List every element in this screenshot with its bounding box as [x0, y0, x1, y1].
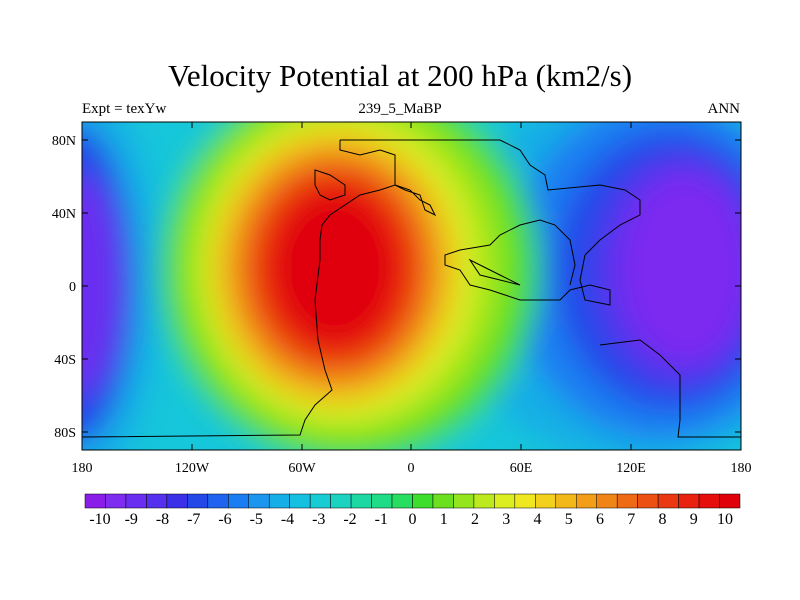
- x-tick-label: 0: [408, 461, 415, 476]
- y-tick-label: 0: [69, 280, 76, 295]
- colorbar-label: 2: [471, 511, 479, 528]
- experiment-label: Expt = texYw: [82, 101, 167, 117]
- colorbar-swatch: [330, 493, 352, 509]
- colorbar-swatch: [187, 493, 209, 509]
- x-tick-label: 180: [731, 461, 752, 476]
- colorbar-label: -2: [343, 511, 356, 528]
- period-label: 239_5_MaBP: [358, 101, 442, 117]
- colorbar-label: -10: [89, 511, 110, 528]
- colorbar-swatch: [657, 493, 679, 509]
- colorbar-label: 5: [565, 511, 573, 528]
- colorbar-swatch: [535, 493, 557, 509]
- colorbar-label: 9: [690, 511, 698, 528]
- season-label: ANN: [707, 101, 741, 117]
- colorbar-label: 8: [659, 511, 667, 528]
- colorbar-label: -4: [281, 511, 294, 528]
- y-tick-labels: 80N 40N 0 40S 80S: [52, 134, 76, 441]
- contour-field: [82, 122, 741, 450]
- colorbar-label: -7: [187, 511, 200, 528]
- colorbar-label: 3: [502, 511, 510, 528]
- colorbar-swatch: [289, 493, 311, 509]
- x-tick-label: 120W: [175, 461, 210, 476]
- colorbar-label: -8: [156, 511, 169, 528]
- colorbar-swatch: [678, 493, 700, 509]
- colorbar-label: -5: [250, 511, 263, 528]
- colorbar-label: 1: [440, 511, 448, 528]
- colorbar-label: -9: [125, 511, 138, 528]
- y-tick-label: 80S: [54, 426, 76, 441]
- y-tick-label: 40N: [52, 207, 76, 222]
- colorbar-swatch: [268, 493, 290, 509]
- colorbar-swatch: [391, 493, 413, 509]
- colorbar-swatch: [555, 493, 577, 509]
- x-tick-label: 120E: [616, 461, 646, 476]
- colorbar-swatch: [616, 493, 638, 509]
- colorbar-swatch: [125, 493, 147, 509]
- colorbar-swatch: [84, 493, 106, 509]
- colorbar-swatch: [473, 493, 495, 509]
- colorbar: [84, 493, 741, 509]
- colorbar-swatch: [248, 493, 270, 509]
- tick-marks: [81, 122, 742, 450]
- colorbar-swatch: [514, 493, 536, 509]
- colorbar-label: -3: [312, 511, 325, 528]
- colorbar-swatch: [146, 493, 168, 509]
- colorbar-swatch: [350, 493, 372, 509]
- continent-outlines: [82, 139, 741, 438]
- x-tick-label: 60E: [510, 461, 533, 476]
- colorbar-label: 4: [534, 511, 542, 528]
- colorbar-swatch: [494, 493, 516, 509]
- colorbar-swatch: [105, 493, 127, 509]
- colorbar-swatch: [576, 493, 597, 509]
- colorbar-swatch: [309, 493, 331, 509]
- colorbar-swatch: [207, 493, 229, 509]
- x-tick-labels: 180 120W 60W 0 60E 120E 180: [72, 461, 752, 476]
- y-tick-label: 80N: [52, 134, 76, 149]
- colorbar-swatch: [453, 493, 475, 509]
- colorbar-swatch: [228, 493, 249, 509]
- colorbar-swatch: [698, 493, 720, 509]
- chart-title: Velocity Potential at 200 hPa (km2/s): [167, 58, 633, 93]
- colorbar-label: -6: [218, 511, 231, 528]
- colorbar-label: -1: [375, 511, 388, 528]
- colorbar-swatch: [412, 493, 434, 509]
- colorbar-swatch: [371, 493, 393, 509]
- colorbar-labels: -10 -9 -8 -7 -6 -5 -4 -3 -2 -1 0 1 2 3 4 5 6 7 8 9 10: [89, 511, 733, 528]
- colorbar-label: 0: [409, 511, 417, 528]
- colorbar-swatch: [596, 493, 618, 509]
- colorbar-swatch: [432, 493, 454, 509]
- colorbar-swatch: [719, 493, 741, 509]
- x-tick-label: 180: [72, 461, 93, 476]
- y-tick-label: 40S: [54, 353, 76, 368]
- colorbar-label: 10: [717, 511, 733, 528]
- x-tick-label: 60W: [288, 461, 316, 476]
- colorbar-label: 6: [596, 511, 604, 528]
- colorbar-swatch: [166, 493, 188, 509]
- colorbar-swatch: [637, 493, 659, 509]
- colorbar-label: 7: [627, 511, 635, 528]
